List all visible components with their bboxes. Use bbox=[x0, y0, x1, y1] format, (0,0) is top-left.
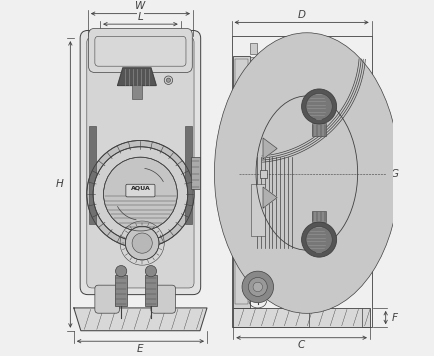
Text: AQUA: AQUA bbox=[130, 186, 150, 191]
Bar bbox=[89, 126, 96, 224]
Bar bbox=[233, 308, 369, 327]
Circle shape bbox=[93, 147, 187, 241]
Circle shape bbox=[248, 277, 266, 297]
Bar bbox=[184, 126, 192, 224]
Text: C: C bbox=[297, 340, 305, 350]
Circle shape bbox=[164, 76, 172, 84]
FancyBboxPatch shape bbox=[87, 37, 194, 288]
Bar bbox=[311, 211, 326, 222]
Bar bbox=[250, 57, 257, 77]
Polygon shape bbox=[74, 308, 207, 331]
FancyBboxPatch shape bbox=[308, 308, 361, 327]
Circle shape bbox=[305, 93, 332, 120]
Bar bbox=[115, 275, 127, 306]
Text: W: W bbox=[135, 1, 145, 11]
FancyBboxPatch shape bbox=[89, 28, 192, 73]
Circle shape bbox=[241, 271, 273, 303]
Ellipse shape bbox=[214, 33, 398, 313]
FancyBboxPatch shape bbox=[151, 285, 175, 313]
Bar bbox=[191, 157, 200, 189]
FancyBboxPatch shape bbox=[80, 31, 200, 295]
Bar bbox=[254, 156, 294, 250]
FancyBboxPatch shape bbox=[125, 184, 155, 197]
Circle shape bbox=[301, 89, 336, 124]
Circle shape bbox=[125, 226, 158, 260]
Bar bbox=[311, 123, 326, 136]
Circle shape bbox=[145, 266, 156, 277]
Text: E: E bbox=[137, 344, 143, 354]
Circle shape bbox=[132, 233, 152, 253]
FancyBboxPatch shape bbox=[95, 285, 119, 313]
Bar bbox=[250, 184, 264, 236]
Polygon shape bbox=[263, 138, 276, 159]
Text: L: L bbox=[137, 12, 143, 22]
Circle shape bbox=[166, 78, 170, 82]
Text: H: H bbox=[56, 179, 63, 189]
Ellipse shape bbox=[256, 96, 357, 250]
Circle shape bbox=[115, 266, 126, 277]
Circle shape bbox=[87, 141, 194, 248]
Bar bbox=[231, 36, 371, 327]
Circle shape bbox=[103, 157, 177, 231]
Text: D: D bbox=[297, 10, 305, 20]
Bar bbox=[233, 56, 250, 308]
Circle shape bbox=[301, 222, 336, 257]
Bar bbox=[144, 275, 157, 306]
Text: G: G bbox=[390, 169, 398, 179]
Bar bbox=[235, 59, 247, 304]
Polygon shape bbox=[117, 68, 156, 85]
Polygon shape bbox=[263, 187, 276, 208]
Circle shape bbox=[305, 226, 332, 253]
Bar bbox=[259, 169, 266, 178]
Bar bbox=[250, 43, 256, 54]
Circle shape bbox=[253, 282, 262, 292]
Bar bbox=[132, 84, 141, 99]
Text: F: F bbox=[391, 313, 397, 323]
